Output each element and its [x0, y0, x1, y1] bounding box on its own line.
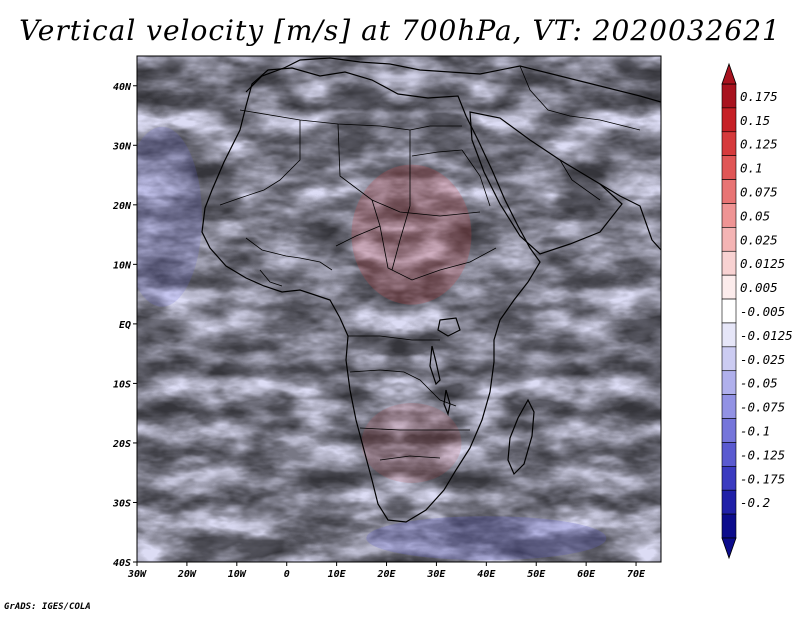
- colorbar-segment: [721, 346, 737, 372]
- grads-credit: GrADS: IGES/COLA: [4, 602, 91, 612]
- colorbar-label: 0.005: [740, 280, 778, 295]
- colorbar-segment: [721, 274, 737, 300]
- colorbar-label: 0.075: [740, 185, 778, 200]
- colorbar: 0.175 0.15 0.125 0.1 0.075 0.05 0.025 0.0125 0.0…: [721, 62, 793, 560]
- lake-malawi: [443, 389, 451, 417]
- colorbar-segment: [721, 442, 737, 467]
- lon-tick-label: 20E: [376, 569, 396, 580]
- colorbar-label: -0.005: [740, 304, 785, 319]
- lon-tick-label: 60E: [577, 569, 596, 580]
- lon-tick-label: 40E: [477, 569, 496, 580]
- colorbar-label: 0.05: [740, 208, 770, 223]
- lon-tick-label: 20W: [177, 569, 197, 580]
- colorbar-segment: [721, 489, 737, 515]
- velocity-field: [137, 56, 661, 562]
- colorbar-label: -0.175: [740, 471, 785, 486]
- map-area[interactable]: [122, 56, 661, 562]
- lon-tick-label: 50E: [527, 569, 546, 580]
- colorbar-label: -0.05: [740, 376, 778, 391]
- colorbar-segment: [721, 107, 737, 133]
- colorbar-label: 0.025: [740, 232, 778, 247]
- madagascar-coastline: [507, 398, 535, 476]
- colorbar-label: 0.15: [740, 113, 770, 128]
- lat-tick-label: EQ: [119, 320, 131, 331]
- colorbar-label: 0.0125: [740, 256, 785, 271]
- lat-tick-label: 20N: [112, 201, 132, 212]
- lon-tick-label: 30W: [127, 569, 147, 580]
- colorbar-segment: [721, 179, 737, 204]
- lon-tick-label: 10E: [328, 569, 347, 580]
- colorbar-segment: [721, 155, 737, 180]
- colorbar-segment: [721, 418, 737, 443]
- colorbar-label: -0.075: [740, 400, 785, 415]
- lat-tick-label: 30S: [112, 498, 131, 509]
- lat-tick-label: 30N: [112, 141, 132, 152]
- colorbar-label: 0.1: [740, 161, 763, 176]
- colorbar-segment: [721, 370, 737, 395]
- colorbar-segment: [721, 394, 737, 419]
- lat-tick-label: 10S: [113, 379, 131, 390]
- arabia-coastline: [469, 111, 623, 255]
- lat-tick-label: 10N: [113, 260, 132, 271]
- lon-tick-label: 70E: [627, 569, 646, 580]
- colorbar-label: 0.175: [740, 89, 778, 104]
- lat-tick-label: 40N: [113, 82, 132, 93]
- chart-title: Vertical velocity [m/s] at 700hPa, VT: 2…: [19, 14, 781, 47]
- colorbar-label: -0.025: [740, 352, 785, 367]
- colorbar-segment: [721, 322, 737, 348]
- lat-tick-label: 20S: [112, 439, 131, 450]
- lon-tick-label: 10W: [228, 569, 247, 580]
- colorbar-segment: [721, 250, 737, 276]
- colorbar-label: -0.1: [740, 423, 770, 438]
- lake-tanganyika: [429, 345, 441, 386]
- colorbar-segment: [721, 83, 737, 109]
- colorbar-segment: [721, 466, 737, 491]
- map-figure: 30W 20W 10W 0 10E 20E 30E 40E 50E 60E 70E 40N 30N 20…: [112, 55, 793, 580]
- colorbar-label: 0.125: [740, 137, 778, 152]
- country-borders: [219, 65, 641, 461]
- colorbar-segment: [721, 203, 737, 228]
- map-frame: [136, 55, 662, 563]
- lake-victoria: [437, 317, 461, 337]
- colorbar-segment: [721, 513, 737, 539]
- europe-coastline: [245, 57, 661, 103]
- colorbar-segment: [721, 227, 737, 252]
- colorbar-min-arrow: [721, 537, 737, 560]
- latitude-axis: 40N 30N 20N 10N EQ 10S 20S 30S 40S: [112, 82, 137, 569]
- lon-tick-label: 0: [284, 569, 290, 580]
- colorbar-label: -0.0125: [740, 328, 793, 343]
- colorbar-max-arrow: [721, 62, 737, 85]
- colorbar-segment: [721, 131, 737, 156]
- colorbar-label: -0.125: [740, 447, 785, 462]
- coastlines: [201, 57, 661, 523]
- lat-tick-label: 40S: [113, 558, 131, 569]
- india-coastline: [599, 183, 661, 251]
- colorbar-label: -0.2: [740, 495, 770, 510]
- colorbar-segment: [721, 298, 737, 324]
- longitude-axis: 30W 20W 10W 0 10E 20E 30E 40E 50E 60E 70E: [127, 562, 646, 580]
- lon-tick-label: 30E: [426, 569, 446, 580]
- africa-coastline: [201, 67, 541, 523]
